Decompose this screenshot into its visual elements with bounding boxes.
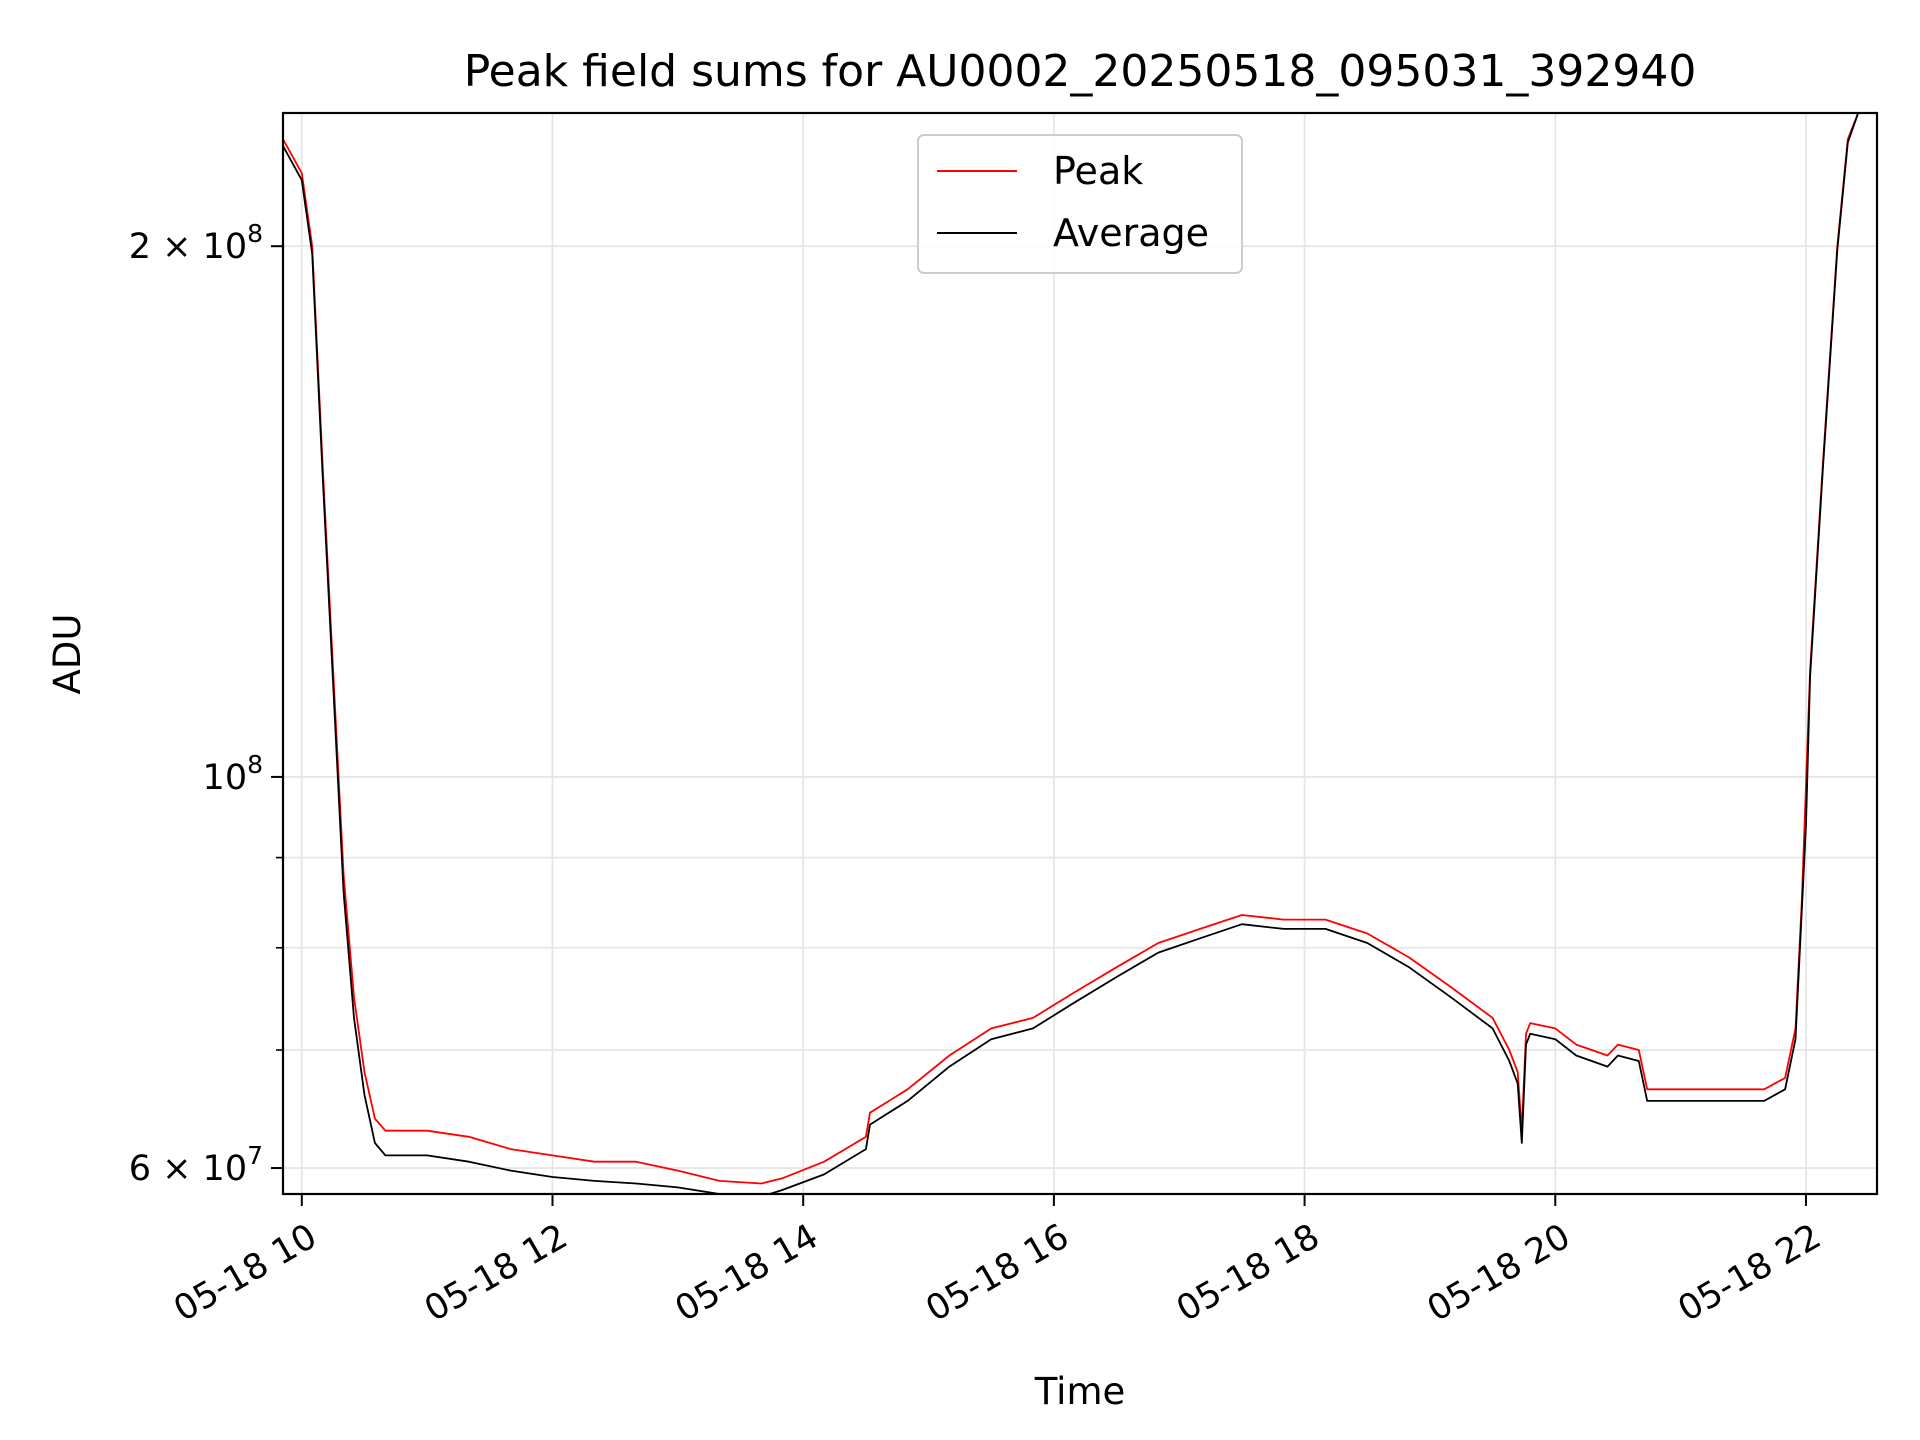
x-tick-label: 05-18 16: [919, 1217, 1075, 1330]
x-tick-label: 05-18 22: [1672, 1217, 1828, 1330]
y-axis-label: ADU: [46, 614, 89, 695]
x-axis-ticks: 05-18 10 05-18 12 05-18 14 05-18 16 05-18 18…: [167, 1194, 1828, 1330]
plot-background: [283, 113, 1877, 1194]
x-tick-label: 05-18 12: [418, 1217, 574, 1330]
y-tick-label: 108: [203, 750, 263, 798]
x-axis-label: Time: [1034, 1370, 1126, 1413]
x-tick-label: 05-18 20: [1421, 1217, 1577, 1330]
series-line-peak: [283, 113, 1860, 1185]
x-tick-label: 05-18 10: [167, 1217, 323, 1330]
chart-title: Peak field sums for AU0002_20250518_0950…: [464, 46, 1697, 97]
legend: Peak Average: [917, 134, 1243, 274]
x-tick-label: 05-18 14: [669, 1217, 825, 1330]
series-line-average: [283, 113, 1860, 1194]
legend-label-peak: Peak: [1053, 149, 1143, 193]
y-axis-ticks: 6 × 107 108 2 × 108: [129, 219, 283, 1189]
legend-label-average: Average: [1053, 211, 1209, 255]
legend-box: [917, 134, 1243, 274]
y-tick-label: 2 × 108: [129, 219, 263, 267]
x-tick-label: 05-18 18: [1170, 1217, 1326, 1330]
y-tick-label: 6 × 107: [129, 1141, 263, 1189]
plot-frame: [281, 111, 1879, 1196]
